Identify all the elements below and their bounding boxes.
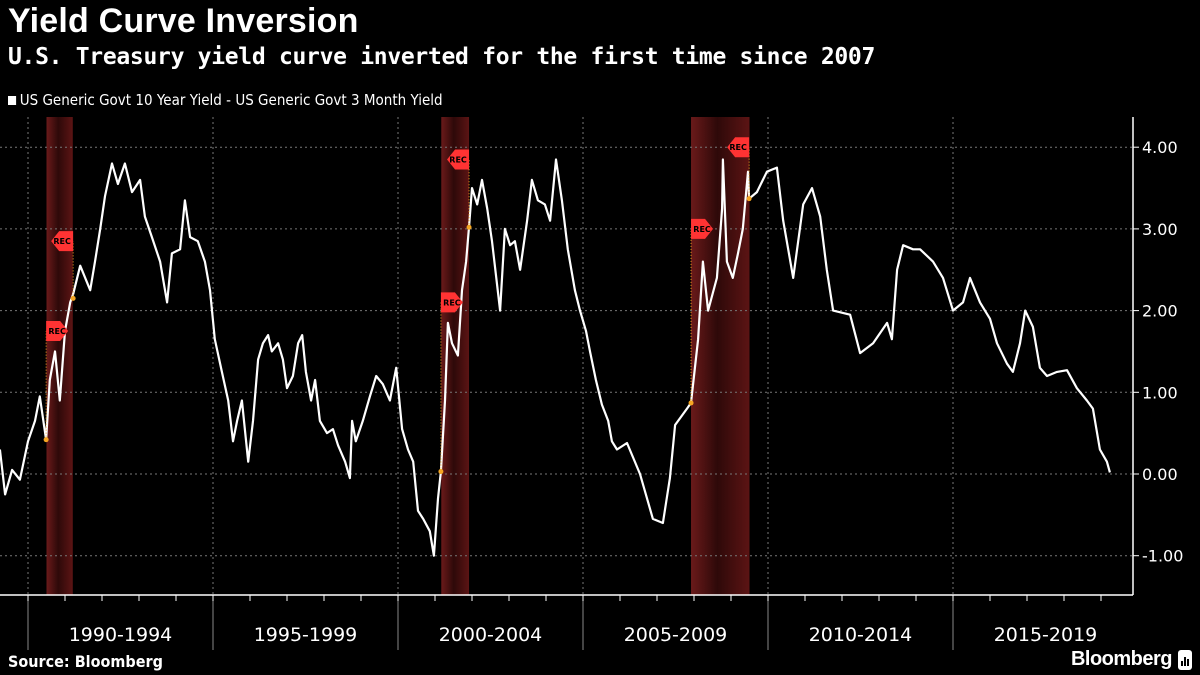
recession-marker [43,437,49,443]
chart-title: Yield Curve Inversion [8,2,359,40]
rec-flag [51,231,74,252]
recession-marker [70,295,76,301]
y-tick-label: 1.00 [1142,383,1178,402]
y-tick-label: 3.00 [1142,220,1178,239]
legend-swatch [8,95,17,105]
recession-marker [466,224,472,230]
x-period-label: 2005-2009 [624,624,728,646]
recession-band [46,117,73,595]
recession-marker [746,196,752,202]
bloomberg-logo: Bloomberg [1071,648,1192,671]
series [0,158,1111,557]
rec-flag [440,292,463,313]
rec-flag-label: REC [48,327,66,336]
rec-flag-label: REC [449,155,467,164]
legend-label: US Generic Govt 10 Year Yield - US Gener… [19,91,443,109]
rec-flag-label: REC [693,225,711,234]
recession-flags: REC REC REC REC REC REC [46,137,750,342]
recession-band [441,117,470,595]
rec-flag-label: REC [53,237,71,246]
gridlines [0,117,1133,595]
yield-spread-line [0,158,1111,557]
brand-text: Bloomberg [1070,648,1173,670]
x-period-label: 2000-2004 [439,624,543,646]
x-period-label: 2010-2014 [809,624,913,646]
recession-band [691,117,750,595]
rec-flag [727,137,750,158]
x-period-label: 2015-2019 [994,624,1098,646]
tick-labels: 4.00 3.00 2.00 1.00 0.00 -1.00 1990-1994 1995-1… [69,138,1184,646]
rec-flag-label: REC [729,143,747,152]
axes [0,117,1139,650]
legend: US Generic Govt 10 Year Yield - US Gener… [8,91,443,109]
y-tick-label: -1.00 [1142,547,1183,566]
y-tick-label: 2.00 [1142,302,1178,321]
rec-flag [46,321,69,342]
chart-subtitle: U.S. Treasury yield curve inverted for t… [8,44,876,70]
rec-flag [447,149,470,170]
rec-flag-label: REC [443,298,461,307]
bloomberg-chart-icon [1178,649,1192,670]
rec-flag [691,218,714,239]
recession-bands [46,117,750,595]
y-tick-label: 4.00 [1142,138,1178,157]
recession-marker [688,400,694,406]
recession-marker [438,469,444,475]
y-tick-label: 0.00 [1142,465,1178,484]
x-period-label: 1995-1999 [254,624,358,646]
x-period-label: 1990-1994 [69,624,173,646]
source-note: Source: Bloomberg [8,652,163,671]
